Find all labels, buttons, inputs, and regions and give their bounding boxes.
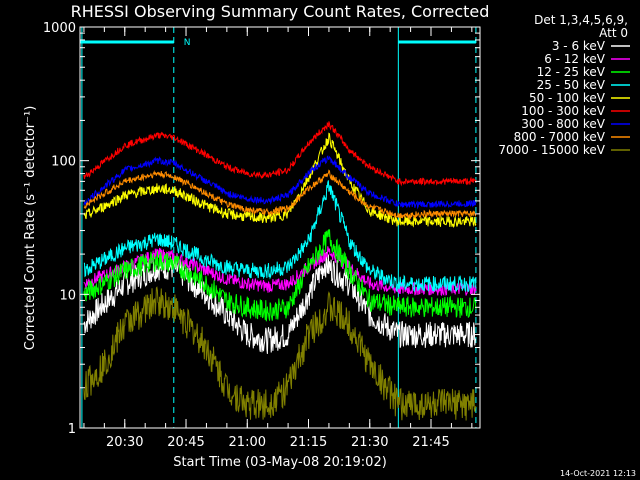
- legend-header-line-1: Det 1,3,4,5,6,9,: [534, 13, 628, 27]
- y-tick-label: 1000: [43, 21, 76, 36]
- y-tick-label: 10: [59, 288, 76, 303]
- legend-entry-label: 100 - 300 keV: [521, 104, 605, 118]
- saa-label: N: [184, 38, 191, 48]
- y-tick-label: 100: [51, 155, 76, 170]
- legend-header-line-2: Att 0: [599, 26, 628, 40]
- series-line-50-100-kev: [83, 132, 477, 229]
- axes: 1 10 100 1000 20:30 20:45 21:00 21:15 21:30 21:45: [43, 21, 481, 450]
- legend-entry-label: 300 - 800 keV: [521, 117, 605, 131]
- series-line-3-6-kev: [83, 251, 477, 354]
- series-line-12-25-kev: [83, 228, 477, 322]
- chart-title: RHESSI Observing Summary Count Rates, Co…: [71, 2, 490, 21]
- plot-frame: [79, 26, 481, 429]
- legend-entry-label: 7000 - 15000 keV: [498, 143, 605, 157]
- plot-area: N: [80, 27, 477, 428]
- footer-timestamp: 14-Oct-2021 12:13: [560, 469, 636, 478]
- legend-entry-label: 800 - 7000 keV: [514, 130, 606, 144]
- x-tick-label: 21:15: [290, 435, 327, 450]
- legend-entry-label: 3 - 6 keV: [552, 39, 606, 53]
- y-tick-label: 1: [68, 422, 76, 437]
- legend-entry-label: 50 - 100 keV: [529, 91, 606, 105]
- series-line-25-50-kev: [83, 180, 477, 293]
- legend-entry-label: 25 - 50 keV: [537, 78, 606, 92]
- y-axis-label: Corrected Count Rate (s⁻¹ detector⁻¹): [23, 106, 38, 351]
- series-line-100-300-kev: [83, 121, 477, 187]
- x-axis-label: Start Time (03-May-08 20:19:02): [173, 455, 387, 470]
- x-tick-label: 21:00: [229, 435, 266, 450]
- x-tick-label: 21:45: [412, 435, 449, 450]
- x-tick-label: 21:30: [351, 435, 388, 450]
- legend-entry-label: 12 - 25 keV: [537, 65, 606, 79]
- series-line-7000-15000-kev: [83, 286, 477, 421]
- series-line-800-7000-kev: [83, 169, 477, 220]
- x-tick-label: 20:45: [167, 435, 204, 450]
- x-tick-label: 20:30: [106, 435, 143, 450]
- series-line-300-800-kev: [83, 155, 477, 210]
- legend-entry-label: 6 - 12 keV: [544, 52, 606, 66]
